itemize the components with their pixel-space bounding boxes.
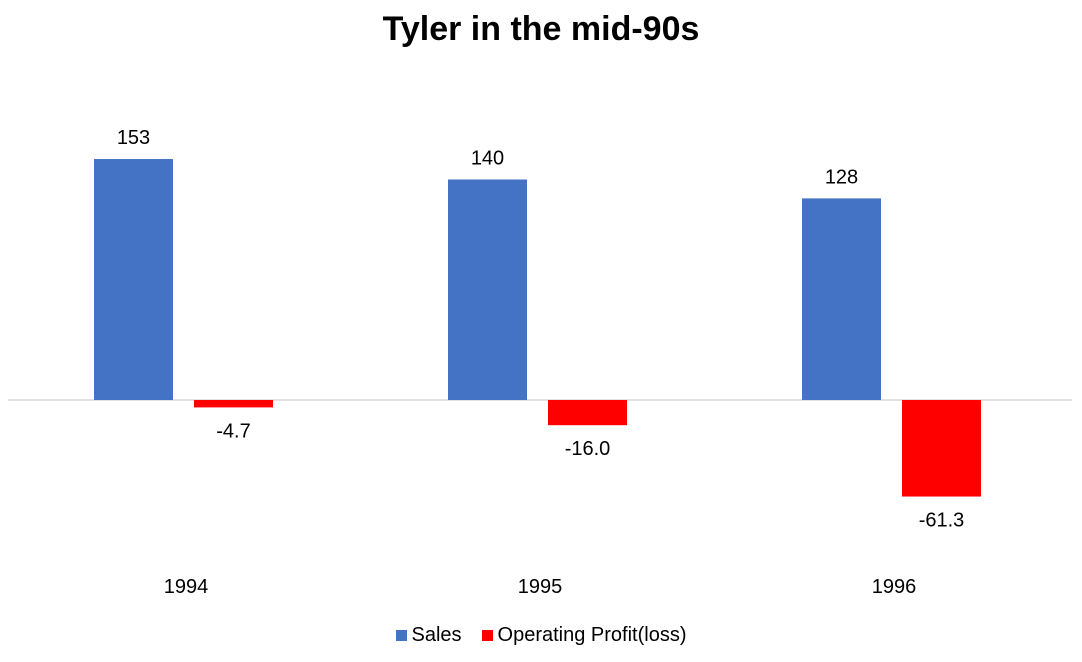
data-label-s0-1994: 153 <box>117 127 150 149</box>
legend-item-operating-profit: Operating Profit(loss) <box>481 624 687 647</box>
category-label-1995: 1995 <box>518 576 563 598</box>
legend-label-sales: Sales <box>411 624 462 646</box>
category-label-1994: 1994 <box>164 576 209 598</box>
bar-s0-1994 <box>94 159 173 400</box>
bar-s1-1996 <box>902 400 981 497</box>
chart-title: Tyler in the mid-90s <box>382 10 700 48</box>
legend-label-operating-profit: Operating Profit(loss) <box>497 624 687 646</box>
bar-s0-1996 <box>802 198 881 400</box>
data-label-s1-1994: -4.7 <box>216 420 250 442</box>
legend-swatch-operating-profit <box>481 630 493 641</box>
data-label-s0-1995: 140 <box>471 148 504 170</box>
bar-s1-1995 <box>548 400 627 426</box>
legend-swatch-sales <box>395 630 407 641</box>
data-label-s0-1996: 128 <box>825 166 858 188</box>
bar-s1-1994 <box>194 400 273 408</box>
category-label-1996: 1996 <box>872 576 917 598</box>
data-label-s1-1995: -16.0 <box>565 438 611 460</box>
data-label-s1-1996: -61.3 <box>919 510 965 532</box>
bar-s0-1995 <box>448 179 527 400</box>
legend: Sales Operating Profit(loss) <box>0 624 1082 647</box>
legend-item-sales: Sales <box>395 624 462 647</box>
